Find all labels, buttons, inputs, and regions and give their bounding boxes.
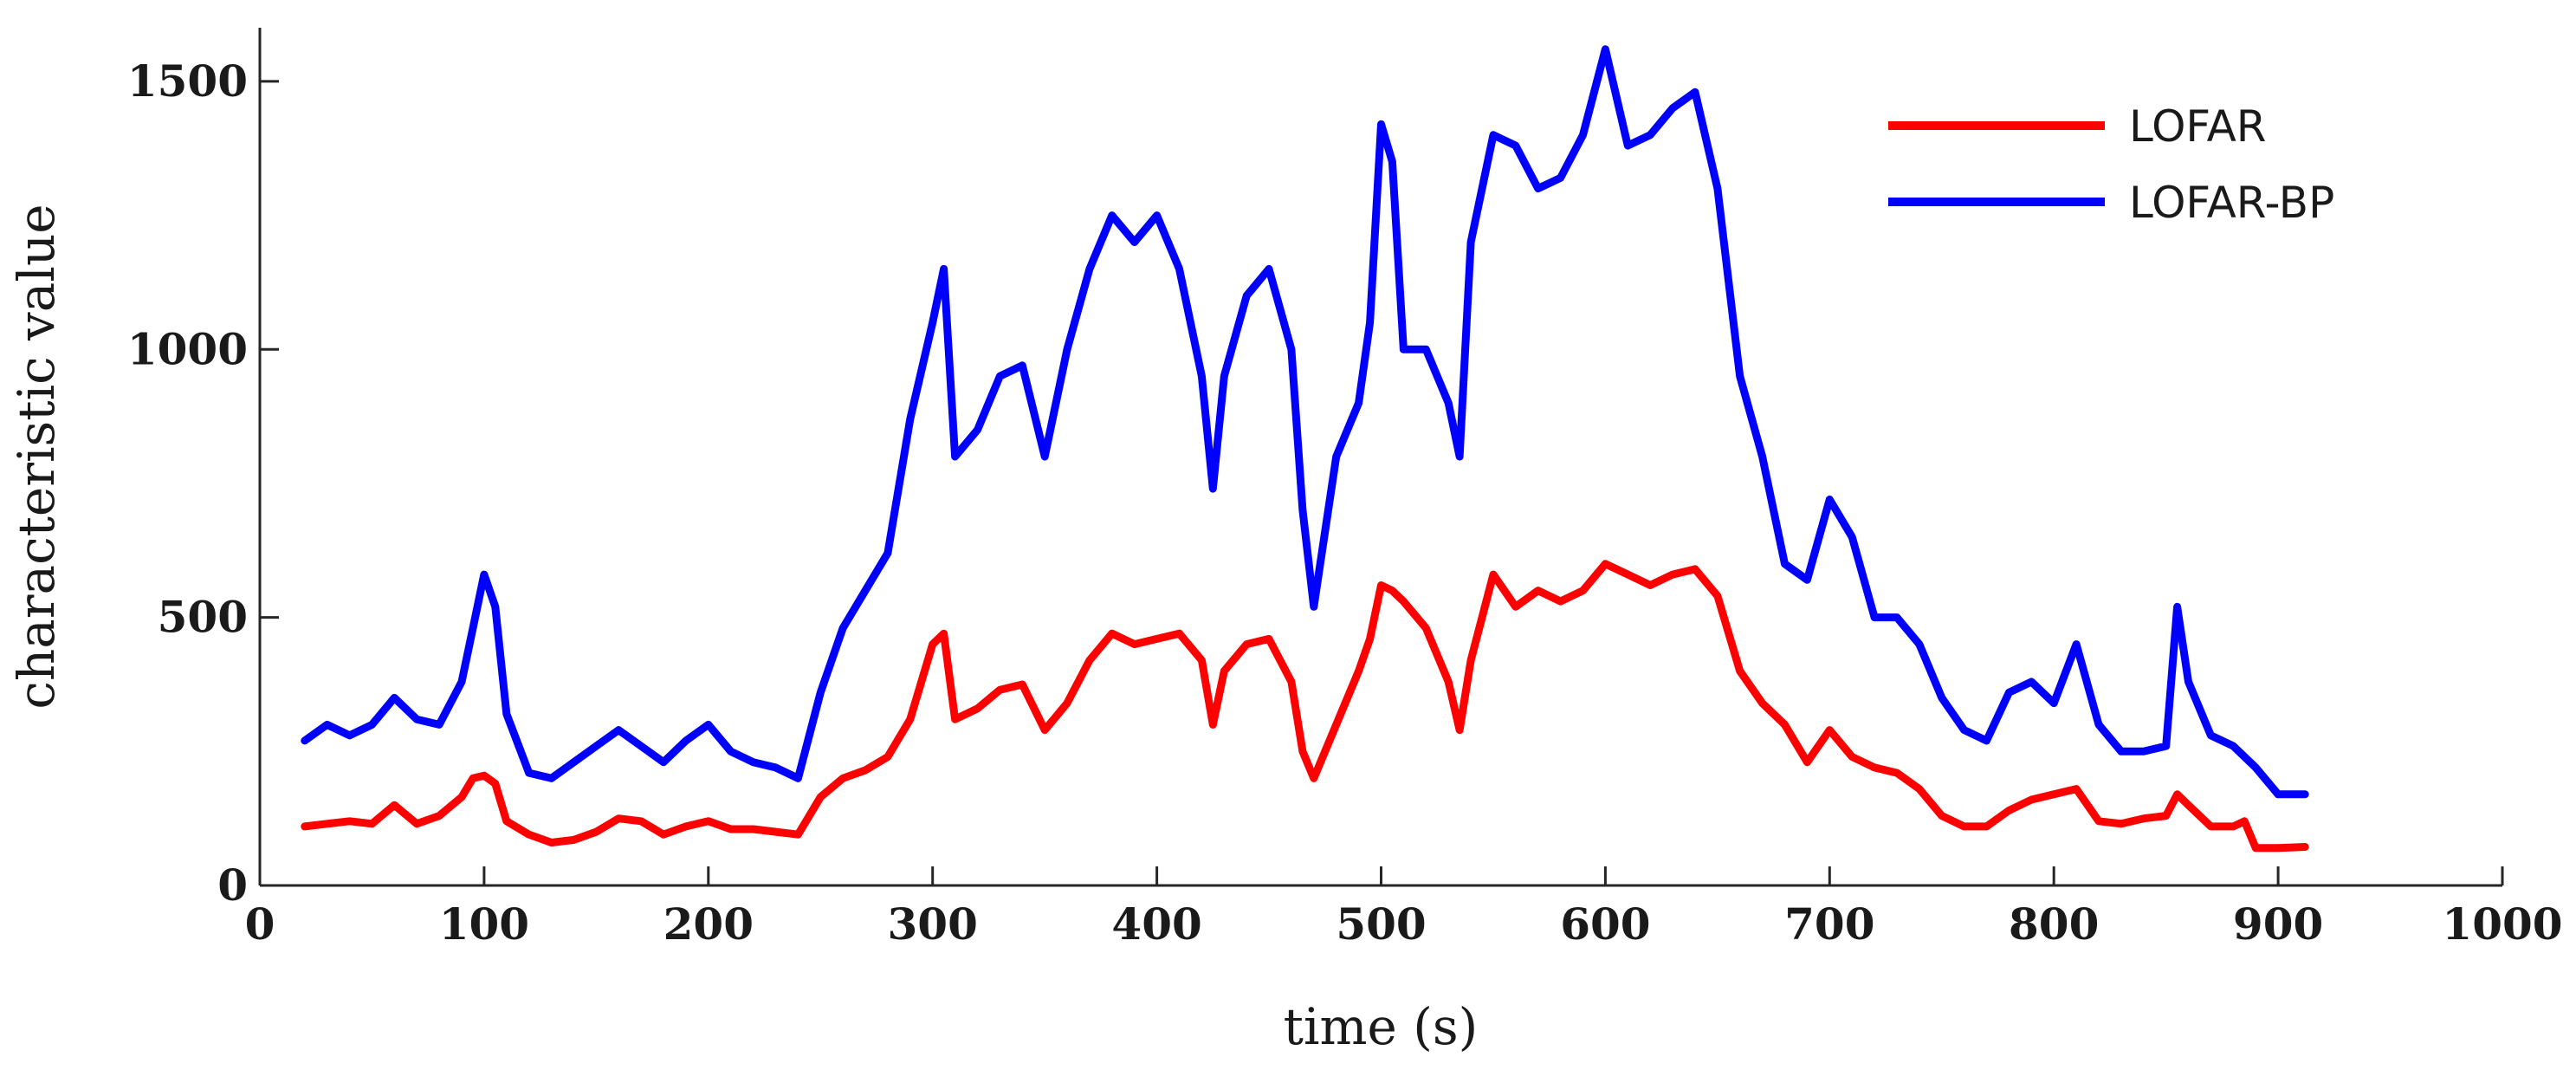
y-axis-ticks: 0 500 1000 1500 (127, 55, 279, 911)
legend-label-lofar-bp: LOFAR-BP (2129, 178, 2334, 228)
x-tick-label: 0 (245, 898, 275, 950)
x-tick-label: 100 (439, 898, 529, 950)
x-tick-label: 800 (2009, 898, 2099, 950)
legend-label-lofar: LOFAR (2129, 101, 2267, 152)
x-tick-label: 200 (663, 898, 754, 950)
y-tick-label: 1000 (127, 323, 248, 374)
legend: LOFAR LOFAR-BP (1888, 101, 2334, 228)
x-tick-label: 500 (1336, 898, 1426, 950)
series-layer (301, 45, 2309, 853)
y-tick-label: 500 (158, 592, 248, 643)
x-tick-label: 700 (1784, 898, 1874, 950)
series-line-lofar-bp (301, 45, 2309, 799)
series-line-lofar (301, 560, 2309, 853)
x-tick-label: 1000 (2442, 898, 2562, 950)
x-tick-label: 900 (2233, 898, 2323, 950)
x-axis-title: time (s) (1284, 997, 1479, 1056)
x-tick-label: 300 (888, 898, 978, 950)
x-tick-label: 400 (1111, 898, 1201, 950)
x-axis-ticks: 0 100 200 300 400 500 600 700 800 900 1000 (245, 866, 2563, 950)
x-tick-label: 600 (1560, 898, 1650, 950)
y-tick-label: 0 (217, 859, 248, 911)
y-tick-label: 1500 (127, 55, 248, 107)
y-axis-title: characteristic value (7, 204, 66, 709)
